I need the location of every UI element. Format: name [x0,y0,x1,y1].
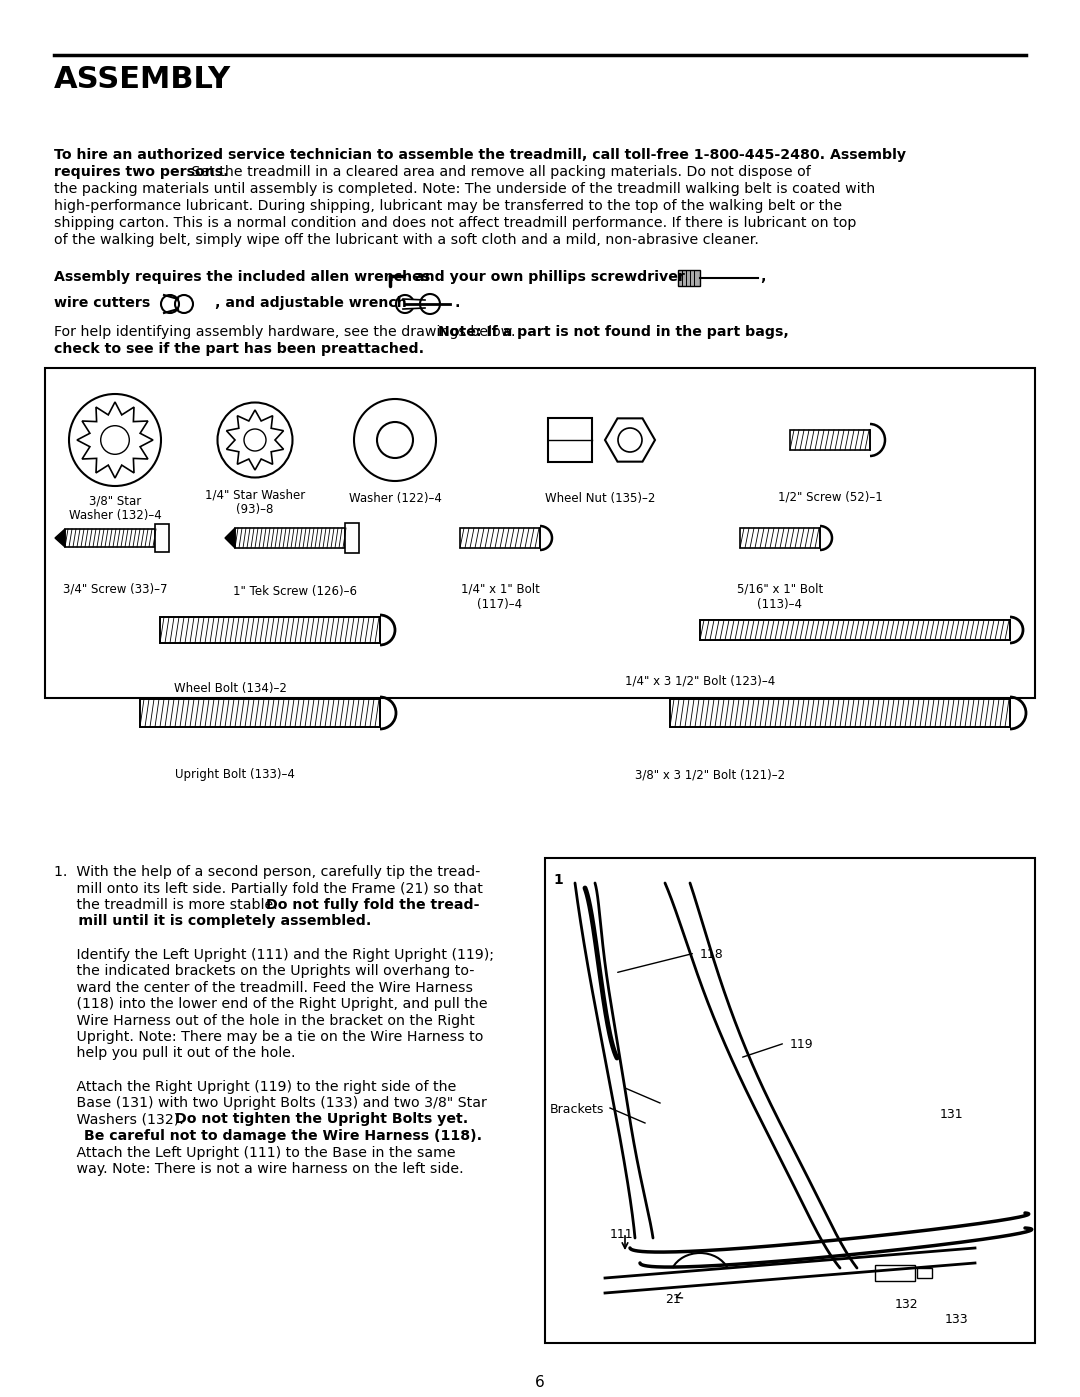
Bar [548,418,592,462]
Ellipse shape [354,400,436,481]
Text: 133: 133 [945,1313,969,1326]
Text: 1" Tek Screw (126)–6: 1" Tek Screw (126)–6 [233,585,357,598]
Text: 132: 132 [895,1298,919,1310]
Bar [160,617,380,643]
Bar [235,528,345,548]
Text: check to see if the part has been preattached.: check to see if the part has been preatt… [54,342,424,356]
Text: and your own phillips screwdriver: and your own phillips screwdriver [415,270,685,284]
Bar [345,522,359,553]
Text: high-performance lubricant. During shipping, lubricant may be transferred to the: high-performance lubricant. During shipp… [54,198,842,212]
Polygon shape [605,418,654,461]
Text: 6: 6 [535,1375,545,1390]
Text: (118) into the lower end of the Right Upright, and pull the: (118) into the lower end of the Right Up… [54,997,488,1011]
Polygon shape [77,402,153,478]
Bar [45,367,1035,698]
Text: Identify the Left Upright (111) and the Right Upright (119);: Identify the Left Upright (111) and the … [54,947,494,961]
Text: shipping carton. This is a normal condition and does not affect treadmill perfor: shipping carton. This is a normal condit… [54,217,856,231]
Text: .: . [455,296,460,310]
Text: , and adjustable wrench: , and adjustable wrench [215,296,407,310]
Text: Base (131) with two Upright Bolts (133) and two 3/8" Star: Base (131) with two Upright Bolts (133) … [54,1097,487,1111]
Bar [65,529,156,548]
Text: Washers (132).: Washers (132). [54,1112,188,1126]
Text: 21: 21 [665,1294,680,1306]
Text: To hire an authorized service technician to assemble the treadmill, call toll-fr: To hire an authorized service technician… [54,148,906,162]
Bar [789,430,870,450]
Bar [545,858,1035,1343]
Text: way. Note: There is not a wire harness on the left side.: way. Note: There is not a wire harness o… [54,1162,463,1176]
Text: 131: 131 [940,1108,963,1120]
Text: Note: If a part is not found in the part bags,: Note: If a part is not found in the part… [437,326,788,339]
Bar [700,620,1010,640]
Bar [460,528,540,548]
Text: Do not tighten the Upright Bolts yet.: Do not tighten the Upright Bolts yet. [175,1112,469,1126]
Text: ASSEMBLY: ASSEMBLY [54,66,231,94]
Text: the indicated brackets on the Uprights will overhang to-: the indicated brackets on the Uprights w… [54,964,474,978]
Text: Brackets: Brackets [550,1104,605,1116]
Text: Do not fully fold the tread-: Do not fully fold the tread- [267,898,480,912]
Text: Wire Harness out of the hole in the bracket on the Right: Wire Harness out of the hole in the brac… [54,1013,475,1028]
Text: Upright. Note: There may be a tie on the Wire Harness to: Upright. Note: There may be a tie on the… [54,1030,484,1044]
Text: ward the center of the treadmill. Feed the Wire Harness: ward the center of the treadmill. Feed t… [54,981,473,995]
Text: 119: 119 [789,1038,813,1051]
Text: 1/2" Screw (52)–1: 1/2" Screw (52)–1 [778,490,882,503]
Text: help you pull it out of the hole.: help you pull it out of the hole. [54,1046,296,1060]
Text: Be careful not to damage the Wire Harness (118).: Be careful not to damage the Wire Harnes… [84,1129,483,1143]
Text: mill until it is completely assembled.: mill until it is completely assembled. [54,915,372,929]
Text: 1: 1 [553,873,563,887]
Text: 5/16" x 1" Bolt
(113)–4: 5/16" x 1" Bolt (113)–4 [737,583,823,610]
Text: the treadmill is more stable.: the treadmill is more stable. [54,898,282,912]
Bar [740,528,820,548]
Ellipse shape [377,422,413,458]
Text: Wheel Nut (135)–2: Wheel Nut (135)–2 [544,492,656,504]
Text: 3/4" Screw (33)–7: 3/4" Screw (33)–7 [63,583,167,597]
Text: 1/4" x 1" Bolt
(117)–4: 1/4" x 1" Bolt (117)–4 [460,583,539,610]
Text: Set the treadmill in a cleared area and remove all packing materials. Do not dis: Set the treadmill in a cleared area and … [187,165,811,179]
Text: Attach the Left Upright (111) to the Base in the same: Attach the Left Upright (111) to the Bas… [54,1146,456,1160]
Text: ,: , [760,270,766,284]
Text: 111: 111 [610,1228,634,1241]
Text: Washer (122)–4: Washer (122)–4 [349,492,442,504]
Circle shape [618,427,642,453]
Bar [875,1266,915,1281]
Bar [917,1268,932,1278]
Text: For help identifying assembly hardware, see the drawings below.: For help identifying assembly hardware, … [54,326,519,339]
Bar [678,270,700,286]
Text: of the walking belt, simply wipe off the lubricant with a soft cloth and a mild,: of the walking belt, simply wipe off the… [54,233,759,247]
Text: 3/8" x 3 1/2" Bolt (121)–2: 3/8" x 3 1/2" Bolt (121)–2 [635,768,785,781]
Text: 118: 118 [700,949,724,961]
Bar [140,698,380,726]
Polygon shape [225,528,235,548]
Text: 1.  With the help of a second person, carefully tip the tread-: 1. With the help of a second person, car… [54,865,481,879]
Text: 3/8" Star
Washer (132)–4: 3/8" Star Washer (132)–4 [69,495,161,522]
Circle shape [100,426,130,454]
Text: Attach the Right Upright (119) to the right side of the: Attach the Right Upright (119) to the ri… [54,1080,457,1094]
Text: 1/4" x 3 1/2" Bolt (123)–4: 1/4" x 3 1/2" Bolt (123)–4 [625,675,775,687]
Text: Assembly requires the included allen wrenches: Assembly requires the included allen wre… [54,270,430,284]
Bar [670,698,1010,726]
Text: wire cutters: wire cutters [54,296,150,310]
Circle shape [244,429,266,451]
Bar [156,524,168,552]
Text: the packing materials until assembly is completed. Note: The underside of the tr: the packing materials until assembly is … [54,182,875,196]
Polygon shape [227,409,284,469]
Polygon shape [55,529,65,548]
Text: Upright Bolt (133)–4: Upright Bolt (133)–4 [175,768,295,781]
Text: Wheel Bolt (134)–2: Wheel Bolt (134)–2 [174,682,286,694]
Text: requires two persons.: requires two persons. [54,165,229,179]
Text: 1/4" Star Washer
(93)–8: 1/4" Star Washer (93)–8 [205,488,306,515]
Text: mill onto its left side. Partially fold the Frame (21) so that: mill onto its left side. Partially fold … [54,882,483,895]
